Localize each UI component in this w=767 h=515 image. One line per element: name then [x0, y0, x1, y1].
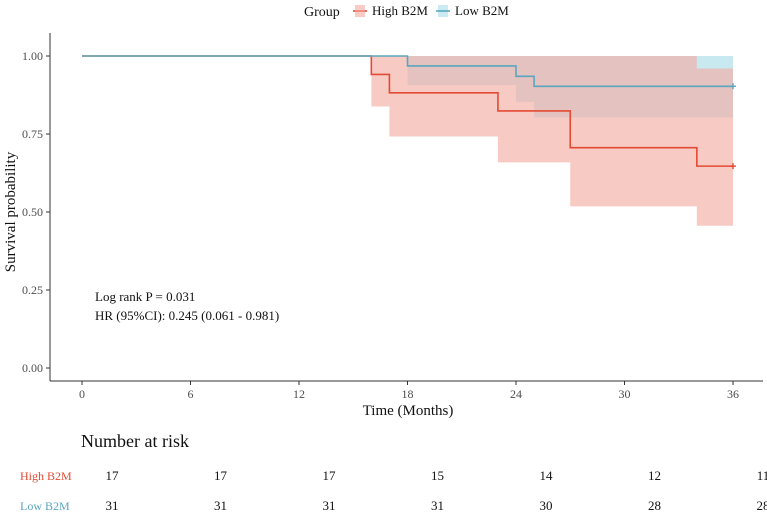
risk-value: 17 [214, 468, 228, 483]
y-tick-label: 0.50 [22, 205, 43, 219]
x-tick-label: 36 [727, 387, 739, 401]
curve-low-b2m [82, 55, 733, 88]
risk-table: High B2M 17 17 17 15 14 12 11 Low B2M 31 31 31 31 30 2… [20, 468, 767, 513]
risk-table-title: Number at risk [81, 431, 189, 451]
risk-value: 28 [648, 498, 661, 513]
risk-value: 15 [431, 468, 444, 483]
x-tick-label: 12 [293, 387, 305, 401]
legend: Group High B2M Low B2M [304, 3, 509, 20]
legend-label-high: High B2M [372, 3, 428, 18]
y-tick-label: 0.75 [22, 127, 43, 141]
x-tick-label: 18 [402, 387, 414, 401]
y-axis-title: Survival probability [3, 151, 19, 272]
curve-high-b2m [82, 55, 733, 167]
risk-value: 30 [540, 498, 553, 513]
x-tick-label: 0 [79, 387, 85, 401]
risk-value: 31 [214, 498, 227, 513]
x-axis-ticks: 0 6 12 18 24 30 36 [79, 381, 739, 401]
confidence-bands [82, 56, 733, 226]
logrank-annotation: Log rank P = 0.031 [95, 289, 195, 304]
legend-swatch-high [355, 5, 365, 17]
risk-value: 31 [323, 498, 336, 513]
risk-value: 14 [540, 468, 554, 483]
legend-title: Group [304, 5, 340, 20]
legend-label-low: Low B2M [455, 3, 509, 18]
x-tick-label: 24 [510, 387, 522, 401]
risk-value: 12 [648, 468, 661, 483]
x-tick-label: 6 [188, 387, 194, 401]
survival-curves [82, 55, 736, 170]
y-tick-label: 0.00 [22, 361, 43, 375]
y-axis-ticks: 0.00 0.25 0.50 0.75 1.00 [22, 49, 50, 375]
risk-value: 17 [323, 468, 337, 483]
risk-value: 17 [106, 468, 120, 483]
risk-row-label: High B2M [20, 469, 72, 483]
hr-annotation: HR (95%CI): 0.245 (0.061 - 0.981) [95, 308, 279, 323]
y-tick-label: 1.00 [22, 49, 43, 63]
risk-value: 28 [757, 498, 767, 513]
ci-band-high-b2m [82, 56, 733, 226]
x-axis-title: Time (Months) [363, 403, 454, 419]
y-tick-label: 0.25 [22, 283, 43, 297]
risk-value: 31 [431, 498, 444, 513]
risk-value: 11 [757, 468, 767, 483]
risk-value: 31 [106, 498, 119, 513]
x-tick-label: 30 [619, 387, 631, 401]
risk-row-label: Low B2M [20, 499, 70, 513]
